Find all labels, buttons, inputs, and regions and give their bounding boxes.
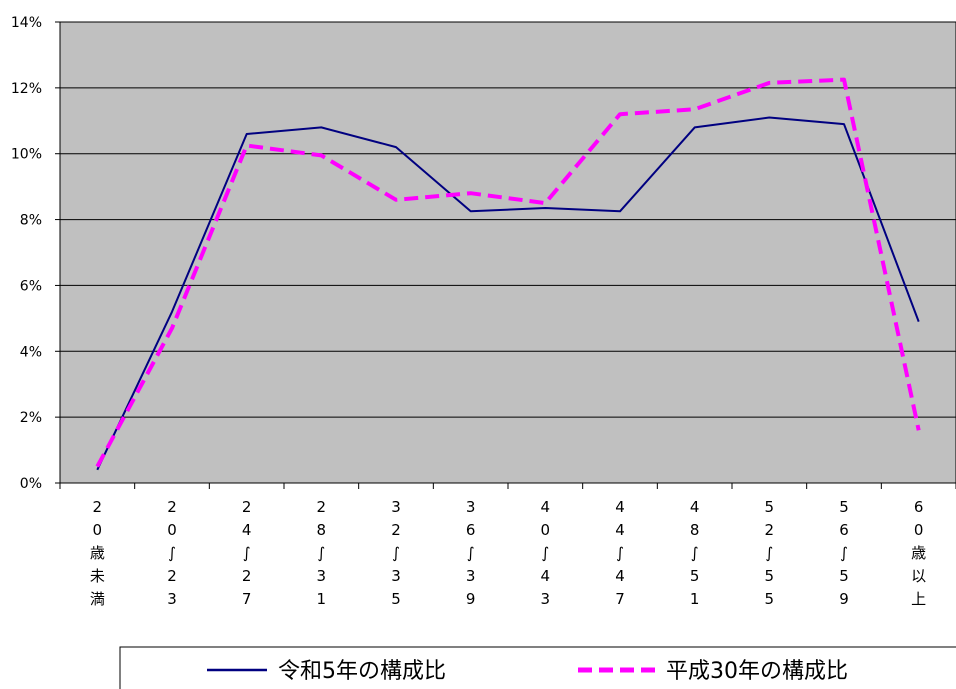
gridlines xyxy=(60,87,956,418)
x-tick-label-char: 8 xyxy=(690,521,700,539)
x-tick-label-12: 6 0 歳以上 xyxy=(911,498,926,608)
y-tick-label: 14% xyxy=(11,15,42,31)
x-tick-label-char: 7 xyxy=(242,590,252,608)
x-tick-label-char: 0 xyxy=(541,521,551,539)
x-tick-label-char: ∫ xyxy=(691,544,699,562)
series-lines xyxy=(95,77,921,471)
x-tick-label-9: 4 8 ∫ 5 1 xyxy=(690,498,700,608)
x-tick-label-char: 5 xyxy=(690,567,700,585)
x-axis: 20歳未満20∫2324∫2728∫3132∫3536∫3940∫4344∫47… xyxy=(59,483,956,608)
y-tick-label: 6% xyxy=(20,278,42,294)
x-tick-label-char: ∫ xyxy=(616,544,624,562)
x-tick-label-char: 5 xyxy=(839,498,849,516)
x-tick-label-char: 9 xyxy=(839,590,849,608)
x-tick-label-char: 4 xyxy=(541,498,551,516)
x-tick-label-char: 3 xyxy=(317,567,327,585)
x-tick-label-char: 5 xyxy=(765,590,775,608)
legend-label-heisei: 平成30年の構成比 xyxy=(666,659,848,684)
x-tick-label-char: 4 xyxy=(615,567,625,585)
x-tick-label-char: ∫ xyxy=(840,544,848,562)
x-tick-label-3: 2 4 ∫ 2 7 xyxy=(242,498,252,608)
x-tick-label-char: ∫ xyxy=(392,544,400,562)
series-line-1 xyxy=(96,116,920,471)
x-tick-label-char: 0 xyxy=(167,521,177,539)
x-tick-label-char: 3 xyxy=(167,590,177,608)
x-tick-label-6: 3 6 ∫ 3 9 xyxy=(466,498,476,608)
x-tick-label-char: 2 xyxy=(242,498,252,516)
x-tick-label-char: 5 xyxy=(765,498,775,516)
x-tick-label-char: 5 xyxy=(839,567,849,585)
x-tick-label-10: 5 2 ∫ 5 5 xyxy=(765,498,775,608)
x-tick-label-char: 3 xyxy=(391,567,401,585)
x-tick-label-char: 6 xyxy=(914,498,924,516)
x-tick-label-char: ∫ xyxy=(317,544,325,562)
x-tick-label-char: 8 xyxy=(317,521,327,539)
x-tick-label-char: 1 xyxy=(317,590,327,608)
x-tick-label-char: 5 xyxy=(391,590,401,608)
x-tick-label-char: ∫ xyxy=(243,544,251,562)
legend-label-reiwa: 令和5年の構成比 xyxy=(278,659,446,684)
x-tick-label-char: 4 xyxy=(615,498,625,516)
y-tick-label: 12% xyxy=(11,81,42,97)
y-tick-label: 0% xyxy=(20,476,42,492)
x-tick-label-char: 9 xyxy=(466,590,476,608)
x-tick-label-char: 0 xyxy=(93,521,103,539)
x-tick-label-11: 5 6 ∫ 5 9 xyxy=(839,498,849,608)
x-tick-label-char: 歳 xyxy=(90,544,105,562)
x-tick-label-char: 2 xyxy=(167,567,177,585)
x-tick-label-char: 5 xyxy=(765,567,775,585)
x-tick-label-char: 2 xyxy=(317,498,327,516)
x-tick-label-2: 2 0 ∫ 2 3 xyxy=(167,498,177,608)
x-tick-label-1: 2 0 歳未満 xyxy=(90,498,105,608)
x-tick-label-char: ∫ xyxy=(765,544,773,562)
plot-area xyxy=(59,21,956,484)
x-tick-label-char: ∫ xyxy=(541,544,549,562)
x-tick-label-char: 歳 xyxy=(911,544,926,562)
x-tick-label-char: 2 xyxy=(167,498,177,516)
x-tick-label-char: ∫ xyxy=(168,544,176,562)
series-line-2 xyxy=(95,77,921,468)
x-tick-label-char: 未 xyxy=(90,567,105,585)
x-tick-label-4: 2 8 ∫ 3 1 xyxy=(317,498,327,608)
y-axis: 0% 2% 4% 6% 8% 10% 12% 14% xyxy=(11,15,60,492)
x-tick-label-char: 7 xyxy=(615,590,625,608)
x-tick-label-char: 2 xyxy=(242,567,252,585)
y-tick-label: 8% xyxy=(20,213,42,229)
x-tick-label-char: 4 xyxy=(541,567,551,585)
x-tick-label-char: 上 xyxy=(911,590,926,608)
x-tick-label-char: 0 xyxy=(914,521,924,539)
x-tick-label-char: 4 xyxy=(242,521,252,539)
legend-box xyxy=(119,646,956,689)
x-tick-label-char: 3 xyxy=(391,498,401,516)
y-tick-label: 2% xyxy=(20,410,42,426)
x-tick-label-char: ∫ xyxy=(467,544,475,562)
y-tick-label: 4% xyxy=(20,344,42,360)
x-tick-label-8: 4 4 ∫ 4 7 xyxy=(615,498,625,608)
x-tick-label-5: 3 2 ∫ 3 5 xyxy=(391,498,401,608)
x-tick-label-7: 4 0 ∫ 4 3 xyxy=(541,498,551,608)
x-tick-label-char: 以 xyxy=(911,567,926,585)
x-tick-label-char: 満 xyxy=(90,590,105,608)
y-tick-label: 10% xyxy=(11,147,42,163)
x-tick-label-char: 3 xyxy=(466,498,476,516)
x-tick-label-char: 2 xyxy=(93,498,103,516)
x-tick-label-char: 4 xyxy=(690,498,700,516)
x-tick-label-char: 3 xyxy=(466,567,476,585)
x-tick-label-char: 2 xyxy=(391,521,401,539)
legend: 令和5年の構成比 平成30年の構成比 xyxy=(119,646,956,689)
x-tick-label-char: 3 xyxy=(541,590,551,608)
x-tick-label-char: 6 xyxy=(839,521,849,539)
x-tick-label-char: 4 xyxy=(615,521,625,539)
x-tick-label-char: 6 xyxy=(466,521,476,539)
x-tick-label-char: 1 xyxy=(690,590,700,608)
x-tick-label-char: 2 xyxy=(765,521,775,539)
